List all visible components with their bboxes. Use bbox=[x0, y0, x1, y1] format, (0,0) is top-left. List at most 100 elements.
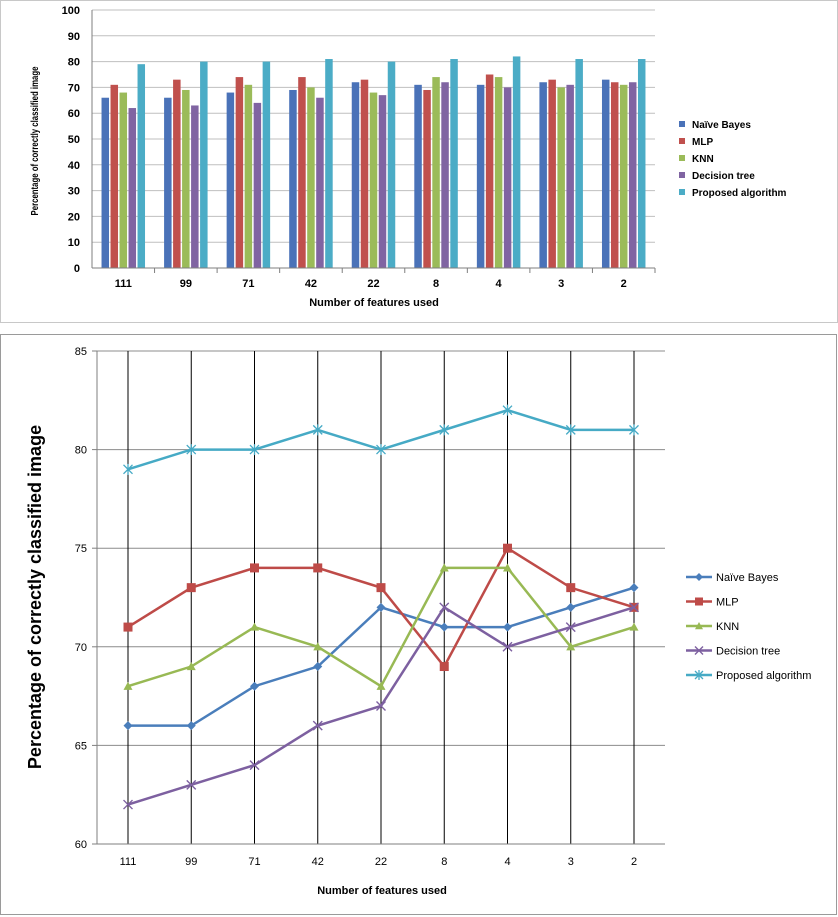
point-decision-tree bbox=[186, 779, 197, 790]
point-knn bbox=[566, 642, 576, 651]
point-knn bbox=[629, 622, 639, 631]
bar-proposed-algorithm bbox=[387, 61, 396, 268]
bar-chart-y-tick-label: 10 bbox=[68, 237, 80, 249]
bar-decision-tree bbox=[316, 97, 324, 268]
point-mlp bbox=[376, 583, 386, 593]
point-knn bbox=[503, 563, 512, 572]
bar-chart: 0 10 20 30 40 50 60 70 80 90 100 111 99 71 42 22 8 4 3 2 Na… bbox=[29, 5, 787, 309]
point-naive-bayes bbox=[503, 622, 512, 632]
bar-chart-x-tick-label: 2 bbox=[621, 278, 627, 290]
bar-chart-y-tick-label: 20 bbox=[68, 211, 80, 223]
bar-knn bbox=[494, 77, 503, 268]
bar-naive-bayes bbox=[539, 82, 547, 269]
line-legend-label: MLP bbox=[716, 597, 739, 609]
line-legend-marker bbox=[694, 646, 704, 655]
point-proposed-algorithm bbox=[312, 424, 323, 436]
point-decision-tree bbox=[565, 622, 576, 633]
point-naive-bayes bbox=[376, 602, 386, 612]
point-naive-bayes bbox=[629, 583, 639, 593]
bar-knn bbox=[619, 84, 628, 268]
point-mlp bbox=[439, 662, 449, 672]
line-chart-x-tick-label: 2 bbox=[631, 856, 637, 868]
bar-mlp bbox=[423, 89, 431, 268]
series-decision-tree bbox=[123, 602, 639, 810]
point-naive-bayes bbox=[566, 602, 576, 612]
bar-decision-tree bbox=[378, 95, 387, 268]
line-chart-x-tick-label: 8 bbox=[441, 856, 447, 868]
bar-chart-y-axis-label: Percentage of correctly classified image bbox=[29, 67, 40, 216]
bar-decision-tree bbox=[503, 87, 512, 269]
point-proposed-algorithm bbox=[439, 424, 450, 436]
point-mlp bbox=[123, 622, 133, 632]
point-proposed-algorithm bbox=[186, 444, 197, 456]
bar-knn bbox=[244, 84, 253, 268]
point-proposed-algorithm bbox=[249, 444, 260, 456]
bar-decision-tree bbox=[441, 82, 449, 269]
point-mlp bbox=[503, 543, 512, 553]
point-proposed-algorithm bbox=[565, 424, 576, 436]
bar-mlp bbox=[485, 74, 494, 268]
series-knn bbox=[123, 563, 639, 690]
bar-knn bbox=[557, 87, 565, 269]
line-chart-x-tick-label: 4 bbox=[504, 856, 510, 868]
bar-knn bbox=[432, 77, 440, 268]
bar-mlp bbox=[298, 77, 306, 268]
bar-naive-bayes bbox=[601, 79, 610, 268]
line-legend-marker bbox=[695, 622, 703, 630]
bar-mlp bbox=[235, 77, 244, 268]
series-naive-bayes bbox=[123, 583, 639, 731]
point-proposed-algorithm bbox=[123, 463, 133, 475]
point-mlp bbox=[313, 563, 323, 573]
point-knn bbox=[186, 662, 196, 671]
line-legend-marker bbox=[695, 597, 703, 606]
bar-proposed-algorithm bbox=[512, 56, 521, 268]
bar-chart-x-tick-label: 3 bbox=[558, 278, 564, 290]
bar-decision-tree bbox=[253, 102, 262, 268]
bar-legend-label: Naïve Bayes bbox=[692, 120, 751, 131]
point-mlp bbox=[186, 583, 196, 593]
line-chart-y-tick-label: 60 bbox=[75, 839, 87, 851]
bar-legend-label: KNN bbox=[692, 154, 714, 165]
point-decision-tree bbox=[249, 760, 260, 771]
bar-chart-x-tick-label: 4 bbox=[496, 278, 503, 290]
bar-knn bbox=[182, 89, 190, 268]
bar-mlp bbox=[548, 79, 556, 268]
line-legend-label: Proposed algorithm bbox=[716, 670, 811, 682]
point-knn bbox=[439, 563, 449, 572]
bar-legend-label: Proposed algorithm bbox=[692, 188, 787, 199]
bar-naive-bayes bbox=[164, 97, 172, 268]
bar-proposed-algorithm bbox=[450, 59, 458, 268]
bar-chart-y-tick-label: 100 bbox=[62, 5, 80, 17]
bar-mlp bbox=[110, 84, 119, 268]
line-chart-x-axis-label: Number of features used bbox=[317, 885, 447, 897]
point-decision-tree bbox=[376, 700, 386, 711]
line-chart-y-tick-label: 65 bbox=[75, 740, 87, 752]
line-legend-label: Naïve Bayes bbox=[716, 572, 779, 584]
line-chart-y-tick-label: 85 bbox=[75, 346, 87, 358]
line-legend-label: KNN bbox=[716, 621, 739, 633]
bar-chart-y-tick-label: 30 bbox=[68, 186, 80, 198]
point-decision-tree bbox=[502, 641, 513, 652]
line-chart-x-tick-label: 22 bbox=[375, 856, 387, 868]
bar-knn bbox=[119, 92, 128, 268]
point-decision-tree bbox=[123, 799, 133, 810]
point-proposed-algorithm bbox=[629, 424, 639, 436]
bar-naive-bayes bbox=[289, 89, 297, 268]
bar-naive-bayes bbox=[476, 84, 485, 268]
bar-knn bbox=[307, 87, 315, 269]
bar-proposed-algorithm bbox=[200, 61, 208, 268]
line-chart-y-tick-label: 80 bbox=[75, 445, 87, 457]
bar-proposed-algorithm bbox=[575, 59, 583, 268]
line-chart-x-tick-label: 42 bbox=[312, 856, 324, 868]
bar-naive-bayes bbox=[226, 92, 235, 268]
point-mlp bbox=[566, 583, 576, 593]
bar-decision-tree bbox=[128, 108, 137, 268]
line-chart-x-tick-label: 99 bbox=[185, 856, 197, 868]
line-chart-x-tick-label: 71 bbox=[248, 856, 260, 868]
bar-chart-x-tick-label: 99 bbox=[180, 278, 192, 290]
line-chart-y-tick-label: 70 bbox=[75, 642, 87, 654]
line-chart-x-tick-label: 111 bbox=[120, 856, 137, 868]
bar-proposed-algorithm bbox=[137, 64, 146, 269]
point-naive-bayes bbox=[313, 662, 323, 672]
line-chart-y-tick-label: 75 bbox=[75, 543, 87, 555]
